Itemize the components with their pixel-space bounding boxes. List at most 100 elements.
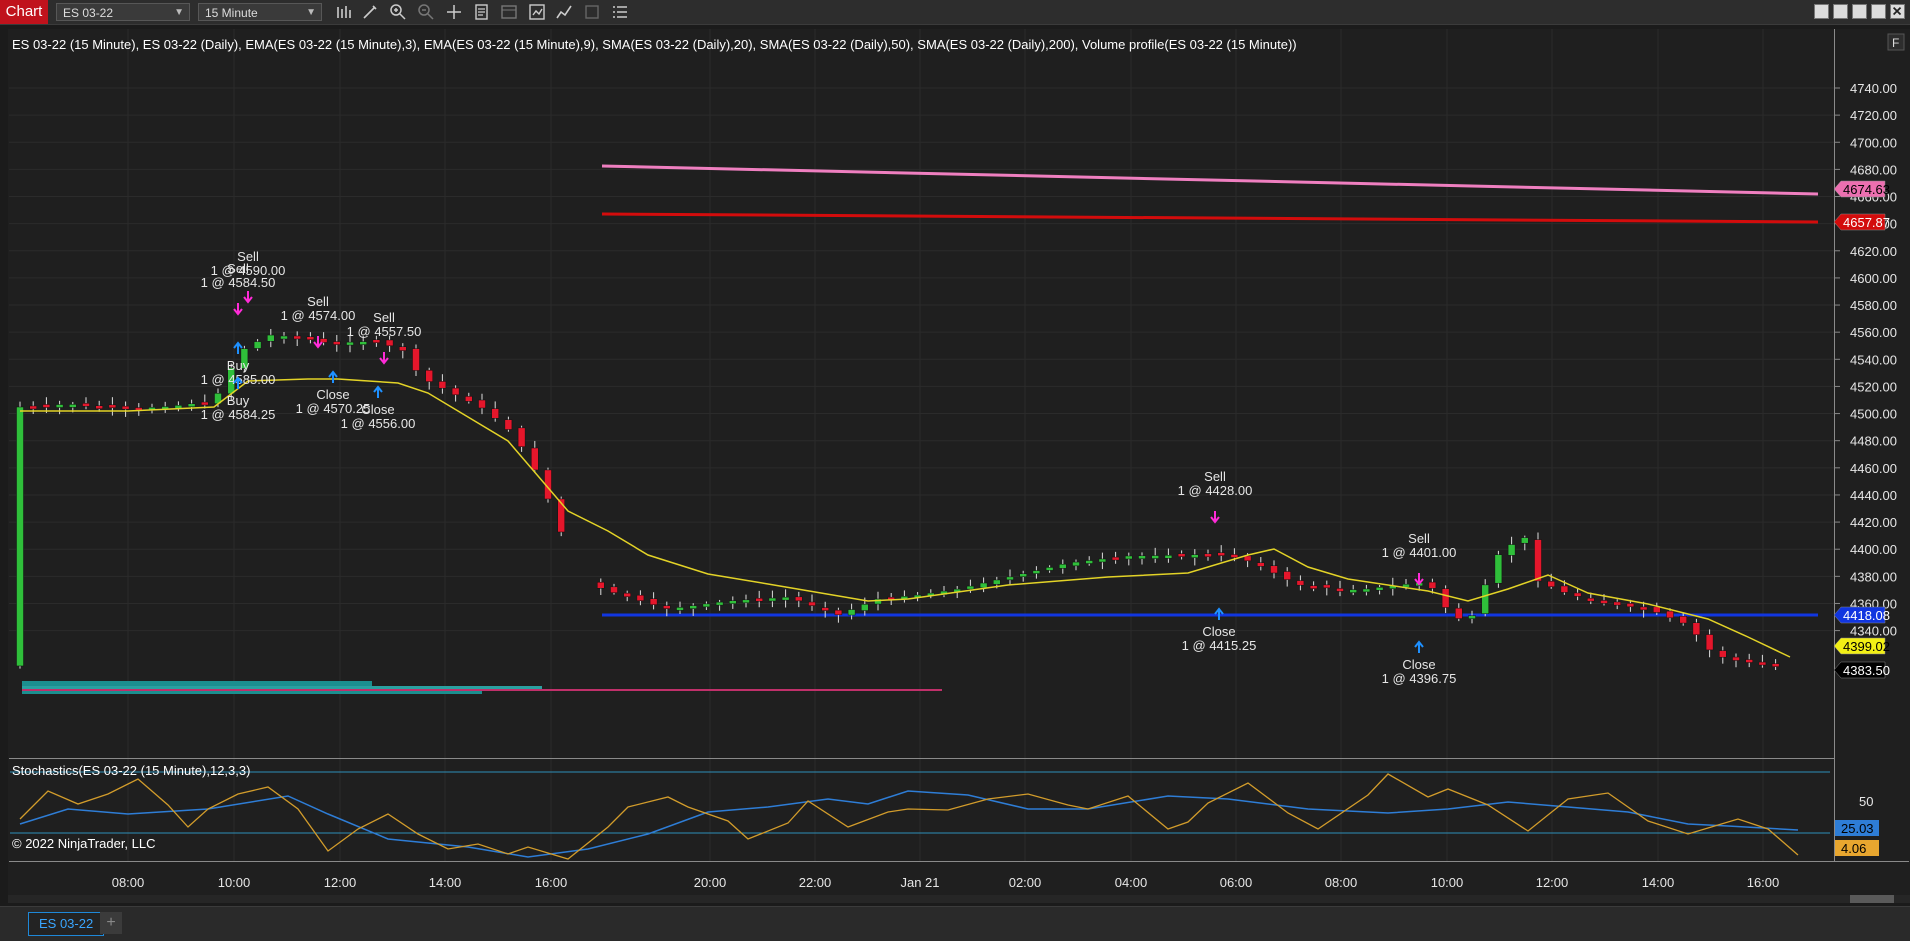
price-marker-label: 4399.02 (1843, 639, 1890, 654)
minimize-button[interactable] (1852, 4, 1867, 19)
candle-body (491, 408, 499, 419)
chevron-down-icon: ▼ (306, 7, 316, 18)
candle-body (1191, 554, 1199, 558)
candle-body (1085, 560, 1093, 564)
maximize-button[interactable] (1871, 4, 1886, 19)
candle-body (689, 605, 697, 609)
add-tab-button[interactable]: + (100, 912, 122, 934)
candle-body (966, 585, 975, 590)
zoom-out-icon[interactable] (417, 3, 435, 21)
candle-body (1507, 544, 1516, 556)
chart-window-label: Chart (0, 0, 48, 24)
price-tick-label: 4720.00 (1850, 108, 1897, 123)
candle-body (742, 599, 750, 604)
candle-body (1006, 576, 1014, 581)
price-tick-label: 4480.00 (1850, 434, 1897, 449)
price-marker (1833, 213, 1886, 231)
price-marker (1833, 661, 1886, 679)
candle-body (821, 607, 829, 611)
drawing-tools-icon[interactable] (361, 3, 379, 21)
time-tick-label: 04:00 (1115, 875, 1148, 890)
candle-body (517, 427, 526, 447)
candle-body (834, 609, 843, 616)
candle-body (451, 387, 460, 396)
candle-body (1441, 588, 1450, 608)
candle-body (649, 598, 658, 605)
candle-body (768, 597, 777, 602)
candle-body (755, 598, 763, 602)
buy-arrow-icon (373, 385, 383, 398)
price-marker (1833, 180, 1886, 198)
trade-detail-label: 1 @ 4401.00 (1382, 545, 1457, 560)
candle-body (1270, 565, 1278, 574)
close-button[interactable] (1890, 4, 1905, 19)
candle-body (1204, 553, 1212, 558)
horizontal-scrollbar[interactable] (8, 893, 1910, 905)
price-marker (1833, 637, 1886, 655)
candle-body (385, 339, 394, 347)
candle-body (1323, 584, 1331, 589)
bars-type-icon[interactable] (335, 3, 353, 21)
candle-body (1560, 585, 1569, 593)
candle-body (1573, 592, 1582, 597)
f-button-label: F (1892, 36, 1899, 50)
candle-body (1283, 571, 1291, 580)
time-axis-divider (9, 861, 1909, 862)
zoom-in-icon[interactable] (389, 3, 407, 21)
data-box-icon[interactable] (500, 3, 518, 21)
time-tick-label: 10:00 (1431, 875, 1464, 890)
candle-body (359, 341, 367, 345)
sell-arrow-icon (1210, 511, 1220, 524)
strategies-icon[interactable] (528, 3, 546, 21)
instrument-selector[interactable]: ES 03-22 ▼ (56, 3, 190, 21)
price-tick-label: 4560.00 (1850, 325, 1897, 340)
candle-body (438, 381, 447, 389)
candlesticks (16, 328, 1780, 670)
window-tile-button[interactable] (1833, 4, 1848, 19)
candle-body (1481, 584, 1489, 614)
trade-side-label: Buy (227, 358, 250, 373)
candle-body (1230, 554, 1239, 558)
menu-list-icon[interactable] (611, 3, 629, 21)
candle-body (346, 341, 354, 346)
candle-body (1032, 570, 1041, 574)
properties-icon[interactable] (473, 3, 491, 21)
price-tick-label: 4440.00 (1850, 488, 1897, 503)
candle-body (847, 609, 856, 616)
candle-body (623, 592, 631, 598)
trade-detail-label: 1 @ 4396.75 (1382, 671, 1457, 686)
instrument-value: ES 03-22 (63, 6, 114, 20)
candle-body (55, 404, 64, 408)
interval-value: 15 Minute (205, 6, 258, 20)
f-button[interactable] (1887, 33, 1905, 51)
candle-body (531, 447, 539, 471)
window-restore-button[interactable] (1814, 4, 1829, 19)
crosshair-icon[interactable] (445, 3, 463, 21)
candle-body (306, 336, 315, 340)
indicators-icon[interactable] (555, 3, 573, 21)
time-tick-label: 16:00 (1747, 875, 1780, 890)
price-tick-label: 4340.00 (1850, 624, 1897, 639)
templates-icon[interactable] (583, 3, 601, 21)
sma-200-line (601, 164, 1819, 196)
copyright: © 2022 NinjaTrader, LLC (12, 836, 156, 851)
candle-body (121, 405, 130, 410)
interval-selector[interactable]: 15 Minute ▼ (198, 3, 322, 21)
candle-body (1349, 589, 1357, 593)
buy-arrow-icon (1214, 607, 1224, 620)
time-tick-label: 22:00 (799, 875, 832, 890)
scrollbar-thumb[interactable] (1850, 895, 1894, 903)
buy-arrow-icon (233, 376, 243, 389)
price-tick-label: 4740.00 (1850, 81, 1897, 96)
tab-es-03-22[interactable]: ES 03-22 (28, 912, 105, 936)
candle-body (795, 596, 803, 602)
chevron-down-icon: ▼ (174, 7, 184, 18)
trade-detail-label: 1 @ 4574.00 (281, 308, 356, 323)
candle-body (676, 607, 684, 611)
candle-body (1745, 659, 1753, 663)
candle-body (1309, 585, 1318, 589)
candle-body (861, 604, 869, 611)
candle-body (29, 405, 37, 410)
